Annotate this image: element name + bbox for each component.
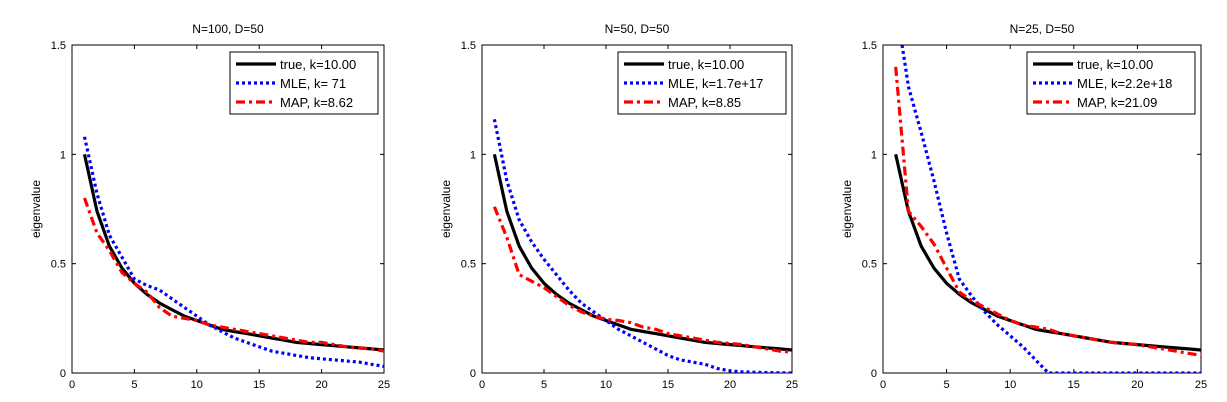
x-tick-label: 25: [378, 379, 390, 391]
series-line-solid: [894, 153, 1201, 352]
x-tick-label: 20: [315, 379, 327, 391]
y-tick-label: 1: [60, 149, 66, 161]
legend-label: true, k=10.00: [1077, 57, 1153, 72]
chart-title: N=100, D=50: [192, 22, 264, 36]
y-tick-label: 1: [470, 149, 476, 161]
x-tick-label: 20: [724, 379, 736, 391]
x-tick-label: 0: [69, 379, 75, 391]
series-line-dotted: [82, 136, 384, 368]
series-group: [894, 45, 1201, 373]
legend-box: [617, 51, 787, 115]
x-tick-label: 0: [880, 379, 886, 391]
x-tick-label: 10: [1004, 379, 1016, 391]
x-tick-label: 25: [786, 379, 798, 391]
legend: true, k=10.00 MLE, k= 71 MAP, k=8.62: [229, 51, 379, 115]
x-tick-label: 5: [131, 379, 137, 391]
chart-panel-2: N=50, D=50 eigenvalue 0 5 10 15 20 25 0 0.5 1 1.5 tr…: [439, 22, 798, 391]
legend-label: MLE, k= 71: [280, 76, 346, 91]
legend: true, k=10.00 MLE, k=2.2e+18 MAP, k=21.09: [1026, 51, 1196, 115]
series-line-dashdot: [894, 66, 1201, 358]
chart-panel-3: N=25, D=50 eigenvalue 0 5 10 15 20 25 0 0.5 1 1.5 tr…: [840, 22, 1207, 391]
y-tick-label: 0.5: [862, 259, 877, 271]
series-line-dashdot: [492, 206, 792, 354]
series-line-solid: [492, 153, 792, 352]
y-tick-label: 1.5: [461, 40, 476, 52]
series-group: [492, 118, 792, 373]
axes-box: [882, 44, 1202, 374]
x-tick-label: 5: [541, 379, 547, 391]
y-tick-label: 0: [60, 368, 66, 380]
axes-box: [481, 44, 793, 374]
legend: true, k=10.00 MLE, k=1.7e+17 MAP, k=8.85: [617, 51, 787, 115]
x-tick-label: 25: [1195, 379, 1207, 391]
x-tick-label: 15: [662, 379, 674, 391]
legend-label: MLE, k=2.2e+18: [1077, 76, 1172, 91]
legend-label: MAP, k=21.09: [1077, 95, 1157, 110]
x-tick-label: 15: [253, 379, 265, 391]
x-tick-label: 20: [1131, 379, 1143, 391]
x-tick-label: 0: [479, 379, 485, 391]
legend-label: MLE, k=1.7e+17: [668, 76, 763, 91]
x-tick-label: 5: [944, 379, 950, 391]
legend-label: true, k=10.00: [668, 57, 744, 72]
y-tick-label: 0.5: [461, 259, 476, 271]
series-line-solid: [82, 153, 384, 352]
chart-title: N=50, D=50: [605, 22, 670, 36]
x-tick-label: 10: [191, 379, 203, 391]
y-tick-label: 1: [871, 149, 877, 161]
axes-box: [71, 44, 385, 374]
y-axis-label: eigenvalue: [29, 180, 43, 238]
y-tick-label: 0: [871, 368, 877, 380]
series-line-dotted: [900, 45, 1201, 373]
legend-label: true, k=10.00: [280, 57, 356, 72]
y-tick-label: 0: [470, 368, 476, 380]
series-group: [82, 136, 384, 368]
chart-title: N=25, D=50: [1010, 22, 1075, 36]
y-axis-label: eigenvalue: [840, 180, 854, 238]
y-tick-label: 1.5: [862, 40, 877, 52]
legend-label: MAP, k=8.62: [280, 95, 353, 110]
y-tick-label: 1.5: [51, 40, 66, 52]
series-line-dashdot: [82, 197, 384, 353]
legend-box: [1026, 51, 1196, 115]
y-axis-label: eigenvalue: [439, 180, 453, 238]
x-tick-label: 15: [1068, 379, 1080, 391]
chart-panel-1: N=100, D=50 eigenvalue 0 5 10 15 20 25 0 0.5 1 1.5 t…: [29, 22, 390, 391]
x-tick-label: 10: [600, 379, 612, 391]
y-tick-label: 0.5: [51, 259, 66, 271]
series-line-dotted: [492, 118, 792, 373]
legend-label: MAP, k=8.85: [668, 95, 741, 110]
